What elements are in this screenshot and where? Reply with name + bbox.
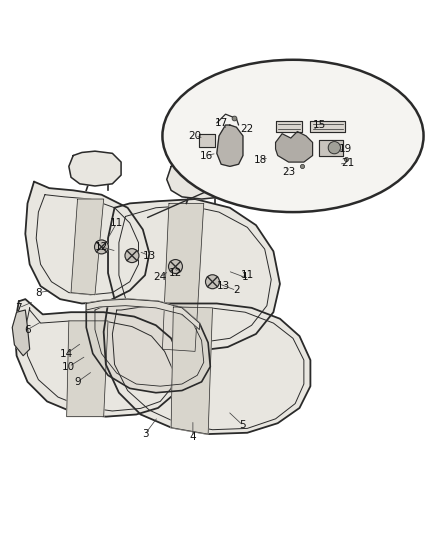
Polygon shape <box>276 132 313 162</box>
Ellipse shape <box>162 60 424 212</box>
Polygon shape <box>171 307 212 434</box>
Text: 11: 11 <box>240 270 254 280</box>
Circle shape <box>205 275 219 289</box>
Text: 8: 8 <box>35 288 42 297</box>
Text: 13: 13 <box>217 281 230 291</box>
Polygon shape <box>319 140 343 156</box>
Polygon shape <box>162 204 204 351</box>
Circle shape <box>169 260 183 273</box>
Text: 21: 21 <box>341 158 354 168</box>
Text: 9: 9 <box>74 377 81 387</box>
Polygon shape <box>86 299 210 393</box>
Text: 11: 11 <box>110 218 124 228</box>
Polygon shape <box>67 321 108 417</box>
Text: 12: 12 <box>169 268 182 278</box>
Polygon shape <box>86 299 199 329</box>
Polygon shape <box>71 199 104 295</box>
Text: 2: 2 <box>233 286 240 295</box>
Circle shape <box>125 249 139 263</box>
Text: 3: 3 <box>142 429 148 439</box>
Polygon shape <box>14 299 180 417</box>
Text: 24: 24 <box>154 272 167 282</box>
Circle shape <box>95 240 109 254</box>
Text: 16: 16 <box>199 150 212 160</box>
Text: 20: 20 <box>188 131 201 141</box>
Text: 10: 10 <box>62 361 75 372</box>
Text: 15: 15 <box>312 120 326 130</box>
Text: 5: 5 <box>240 421 246 430</box>
Polygon shape <box>276 120 302 132</box>
Text: 13: 13 <box>143 251 156 261</box>
Text: 1: 1 <box>242 272 248 282</box>
Polygon shape <box>167 158 234 199</box>
Text: 12: 12 <box>95 242 108 252</box>
Text: 7: 7 <box>15 303 22 313</box>
Text: 4: 4 <box>190 432 196 442</box>
Text: 23: 23 <box>282 167 295 176</box>
Text: 14: 14 <box>60 349 73 359</box>
Text: 17: 17 <box>215 118 228 128</box>
Polygon shape <box>25 182 149 303</box>
Polygon shape <box>108 199 280 351</box>
Polygon shape <box>311 120 345 132</box>
Circle shape <box>328 142 340 154</box>
Text: 6: 6 <box>24 325 31 335</box>
Polygon shape <box>104 303 311 434</box>
Polygon shape <box>199 134 215 147</box>
Polygon shape <box>12 310 30 356</box>
Polygon shape <box>217 125 243 166</box>
Text: 22: 22 <box>240 124 254 134</box>
Text: 18: 18 <box>254 155 267 165</box>
Text: 19: 19 <box>339 144 352 154</box>
Polygon shape <box>69 151 121 186</box>
